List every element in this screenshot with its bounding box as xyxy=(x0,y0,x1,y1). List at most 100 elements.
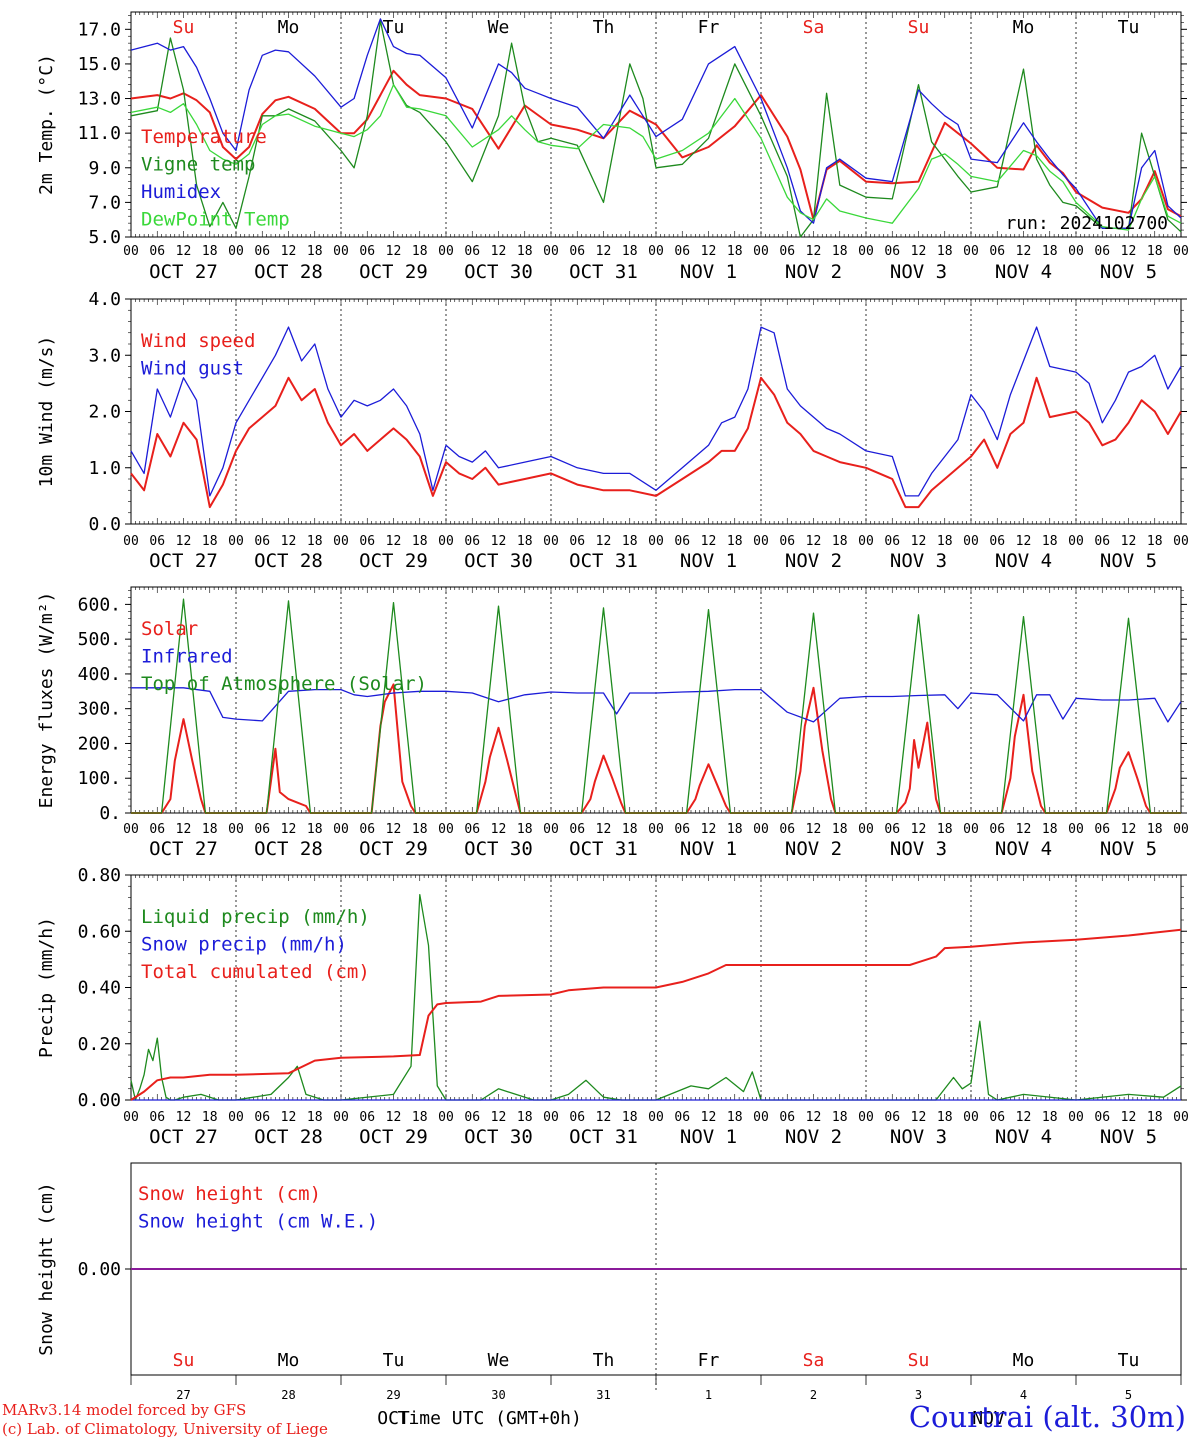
legend-entry: Wind speed xyxy=(141,330,255,352)
hour-tick-label: 00 xyxy=(333,534,349,549)
day-label: NOV 4 xyxy=(995,838,1052,860)
weekday-label: Mo xyxy=(1013,1350,1035,1371)
hour-tick-label: 18 xyxy=(412,244,428,259)
hour-tick-label: 06 xyxy=(149,534,165,549)
legend-entry: Vigne temp xyxy=(141,154,255,176)
hour-tick-label: 00 xyxy=(123,244,139,259)
hour-tick-label: 00 xyxy=(753,534,769,549)
day-label: NOV 2 xyxy=(785,1126,842,1148)
hour-tick-label: 12 xyxy=(386,1110,402,1125)
hour-tick-label: 18 xyxy=(622,1110,638,1125)
y-axis-title: 10m Wind (m/s) xyxy=(36,336,57,488)
y-tick-label: 0.00 xyxy=(78,1259,121,1280)
day-label: OCT 30 xyxy=(464,261,533,283)
hour-tick-label: 12 xyxy=(491,1110,507,1125)
legend-entry: Snow height (cm) xyxy=(138,1183,321,1205)
panel-4 xyxy=(125,874,1187,1101)
hour-tick-label: 06 xyxy=(989,1110,1005,1125)
hour-tick-label: 12 xyxy=(701,534,717,549)
hour-tick-label: 06 xyxy=(674,1110,690,1125)
hour-tick-label: 18 xyxy=(727,822,743,837)
y-tick-label: 13.0 xyxy=(78,89,121,110)
day-label: OCT 28 xyxy=(254,1126,323,1148)
hour-tick-label: 12 xyxy=(1016,244,1032,259)
hour-tick-label: 12 xyxy=(386,822,402,837)
hour-tick-label: 00 xyxy=(228,822,244,837)
hour-tick-label: 18 xyxy=(727,534,743,549)
hour-tick-label: 18 xyxy=(307,822,323,837)
day-number-label: 30 xyxy=(491,1388,505,1402)
day-label: OCT 29 xyxy=(359,550,428,572)
hour-tick-label: 12 xyxy=(806,1110,822,1125)
hour-tick-label: 18 xyxy=(727,1110,743,1125)
hour-tick-label: 00 xyxy=(858,822,874,837)
location-title: Courtrai (alt. 30m) xyxy=(908,1400,1186,1434)
hour-tick-label: 06 xyxy=(674,822,690,837)
day-label: NOV 1 xyxy=(680,838,737,860)
y-tick-label: 0. xyxy=(99,803,121,824)
hour-tick-label: 18 xyxy=(1147,1110,1163,1125)
hour-tick-label: 06 xyxy=(569,244,585,259)
hour-tick-label: 12 xyxy=(701,822,717,837)
hour-tick-label: 18 xyxy=(1042,244,1058,259)
weekday-label: We xyxy=(488,1350,510,1371)
y-axis-title: 2m Temp. (°C) xyxy=(36,54,57,195)
hour-tick-label: 18 xyxy=(622,244,638,259)
hour-tick-label: 18 xyxy=(832,244,848,259)
weekday-label: Su xyxy=(908,1350,930,1371)
day-number-label: 31 xyxy=(596,1388,610,1402)
legend-entry: Liquid precip (mm/h) xyxy=(141,906,370,928)
hour-tick-label: 00 xyxy=(1173,244,1189,259)
hour-tick-label: 00 xyxy=(858,534,874,549)
y-tick-label: 15.0 xyxy=(78,54,121,75)
hour-tick-label: 00 xyxy=(543,534,559,549)
weekday-label: Fr xyxy=(698,1350,720,1371)
legend-entry: DewPoint Temp xyxy=(141,209,290,231)
hour-tick-label: 18 xyxy=(832,1110,848,1125)
hour-tick-label: 00 xyxy=(543,1110,559,1125)
hour-tick-label: 06 xyxy=(989,534,1005,549)
hour-tick-label: 00 xyxy=(438,1110,454,1125)
hour-tick-label: 18 xyxy=(412,1110,428,1125)
hour-tick-label: 12 xyxy=(1016,534,1032,549)
y-tick-label: 0.00 xyxy=(78,1090,121,1111)
y-tick-label: 100. xyxy=(78,768,121,789)
y-tick-label: 300. xyxy=(78,699,121,720)
model-credit-line1: MARv3.14 model forced by GFS xyxy=(2,1401,247,1419)
hour-tick-label: 18 xyxy=(1147,822,1163,837)
hour-tick-label: 18 xyxy=(517,534,533,549)
hour-tick-label: 00 xyxy=(753,1110,769,1125)
panel-3 xyxy=(125,586,1187,814)
hour-tick-label: 18 xyxy=(202,822,218,837)
hour-tick-label: 06 xyxy=(884,244,900,259)
hour-tick-label: 18 xyxy=(937,822,953,837)
day-label: NOV 4 xyxy=(995,1126,1052,1148)
day-label: NOV 3 xyxy=(890,550,947,572)
y-axis-title: Energy fluxes (W/m²) xyxy=(36,592,57,809)
hour-tick-label: 18 xyxy=(517,244,533,259)
hour-tick-label: 06 xyxy=(254,534,270,549)
day-label: OCT 27 xyxy=(149,550,218,572)
hour-tick-label: 12 xyxy=(911,534,927,549)
day-label: NOV 5 xyxy=(1100,261,1157,283)
hour-tick-label: 00 xyxy=(648,244,664,259)
day-label: OCT 27 xyxy=(149,838,218,860)
hour-tick-label: 12 xyxy=(1121,822,1137,837)
hour-tick-label: 12 xyxy=(281,244,297,259)
hour-tick-label: 12 xyxy=(806,534,822,549)
hour-tick-label: 06 xyxy=(1094,244,1110,259)
y-tick-label: 0.60 xyxy=(78,921,121,942)
hour-tick-label: 18 xyxy=(937,534,953,549)
legend-entry: Temperature xyxy=(141,126,267,148)
hour-tick-label: 12 xyxy=(386,244,402,259)
panel-2 xyxy=(125,298,1187,525)
hour-tick-label: 00 xyxy=(228,244,244,259)
day-label: OCT 29 xyxy=(359,838,428,860)
weekday-label: Tu xyxy=(1118,17,1140,38)
run-label: run: 2024102700 xyxy=(1005,213,1168,234)
y-tick-label: 400. xyxy=(78,664,121,685)
y-tick-label: 7.0 xyxy=(88,192,121,213)
y-axis-title: Precip (mm/h) xyxy=(36,917,57,1058)
weekday-label: Tu xyxy=(383,1350,405,1371)
hour-tick-label: 00 xyxy=(438,244,454,259)
